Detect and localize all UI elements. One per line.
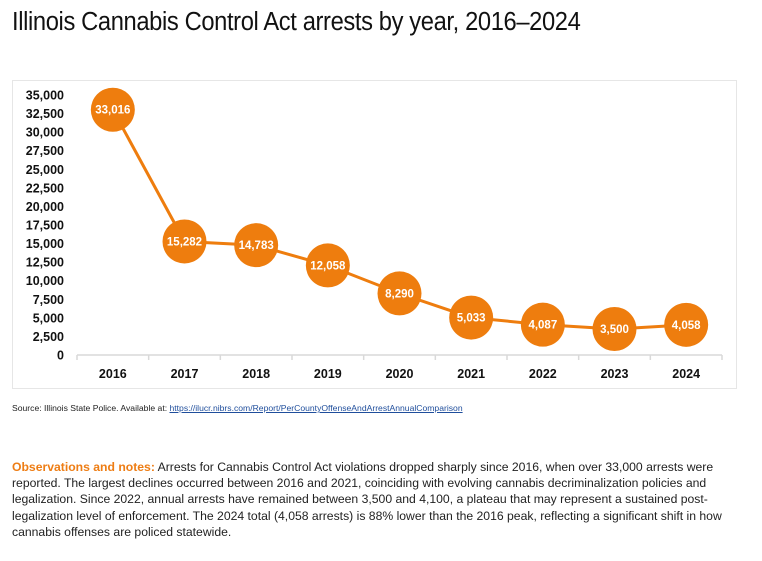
data-point: 14,783 bbox=[234, 223, 279, 268]
y-tick-label: 7,500 bbox=[33, 293, 64, 307]
y-tick-label: 20,000 bbox=[26, 200, 64, 214]
x-tick-label: 2024 bbox=[672, 367, 700, 381]
data-point-marker bbox=[449, 295, 494, 340]
data-point-marker bbox=[520, 302, 565, 347]
chart-title: Illinois Cannabis Control Act arrests by… bbox=[12, 8, 581, 36]
x-tick-label: 2022 bbox=[529, 367, 557, 381]
data-label: 4,087 bbox=[528, 320, 557, 332]
source-link[interactable]: https://ilucr.nibrs.com/Report/PerCounty… bbox=[169, 403, 463, 413]
y-tick-label: 15,000 bbox=[26, 237, 64, 251]
data-point-marker bbox=[664, 302, 709, 347]
y-tick-label: 32,500 bbox=[26, 107, 64, 121]
data-point-marker bbox=[162, 219, 207, 264]
y-tick-label: 22,500 bbox=[26, 181, 64, 195]
data-point: 12,058 bbox=[305, 243, 350, 288]
source-prefix: Source: Illinois State Police. Available… bbox=[12, 403, 170, 413]
data-point: 33,016 bbox=[90, 87, 135, 132]
notes-lead: Observations and notes: bbox=[12, 460, 155, 474]
data-point: 4,058 bbox=[664, 302, 709, 347]
data-point-marker bbox=[592, 307, 637, 351]
x-tick-label: 2017 bbox=[171, 367, 199, 381]
y-axis: 0 2,500 5,000 7,500 10,000 12,500 15,000 17,500… bbox=[26, 89, 64, 363]
y-tick-label: 30,000 bbox=[26, 126, 64, 140]
notes-body: Arrests for Cannabis Control Act violati… bbox=[12, 460, 722, 539]
x-axis: 2016 2017 2018 2019 2020 2021 2022 2023 2024 bbox=[76, 354, 723, 381]
y-tick-label: 35,000 bbox=[26, 89, 64, 103]
x-tick-label: 2018 bbox=[242, 367, 270, 381]
y-tick-label: 2,500 bbox=[33, 330, 64, 344]
data-label: 8,290 bbox=[385, 288, 414, 300]
data-point-marker bbox=[90, 87, 135, 132]
data-point: 4,087 bbox=[520, 302, 565, 347]
data-label: 15,282 bbox=[167, 236, 202, 248]
data-label: 4,058 bbox=[672, 320, 701, 332]
y-tick-label: 0 bbox=[57, 349, 64, 363]
y-tick-label: 5,000 bbox=[33, 311, 64, 325]
data-point-marker bbox=[305, 243, 350, 288]
data-label: 3,500 bbox=[600, 324, 629, 336]
data-label: 14,783 bbox=[239, 240, 274, 252]
data-label: 5,033 bbox=[457, 313, 486, 325]
x-tick-label: 2019 bbox=[314, 367, 342, 381]
y-tick-label: 25,000 bbox=[26, 163, 64, 177]
y-tick-label: 17,500 bbox=[26, 219, 64, 233]
data-point: 3,500 bbox=[592, 307, 637, 351]
x-tick-label: 2023 bbox=[601, 367, 629, 381]
data-label: 33,016 bbox=[95, 105, 130, 117]
data-point-marker bbox=[234, 223, 279, 268]
data-label: 12,058 bbox=[310, 260, 346, 272]
markers: 33,016 15,282 14,783 12,058 8,290 5,033 4,087 3… bbox=[90, 87, 709, 351]
data-point: 5,033 bbox=[449, 295, 494, 340]
y-tick-label: 12,500 bbox=[26, 256, 64, 270]
y-tick-label: 27,500 bbox=[26, 144, 64, 158]
x-tick-label: 2016 bbox=[99, 367, 127, 381]
data-point: 15,282 bbox=[162, 219, 207, 264]
data-point: 8,290 bbox=[377, 271, 422, 316]
data-point-marker bbox=[377, 271, 422, 316]
observations-notes: Observations and notes: Arrests for Cann… bbox=[12, 459, 752, 540]
x-tick-label: 2020 bbox=[386, 367, 414, 381]
y-tick-label: 10,000 bbox=[26, 274, 64, 288]
x-tick-label: 2021 bbox=[457, 367, 485, 381]
source-note: Source: Illinois State Police. Available… bbox=[12, 403, 463, 413]
